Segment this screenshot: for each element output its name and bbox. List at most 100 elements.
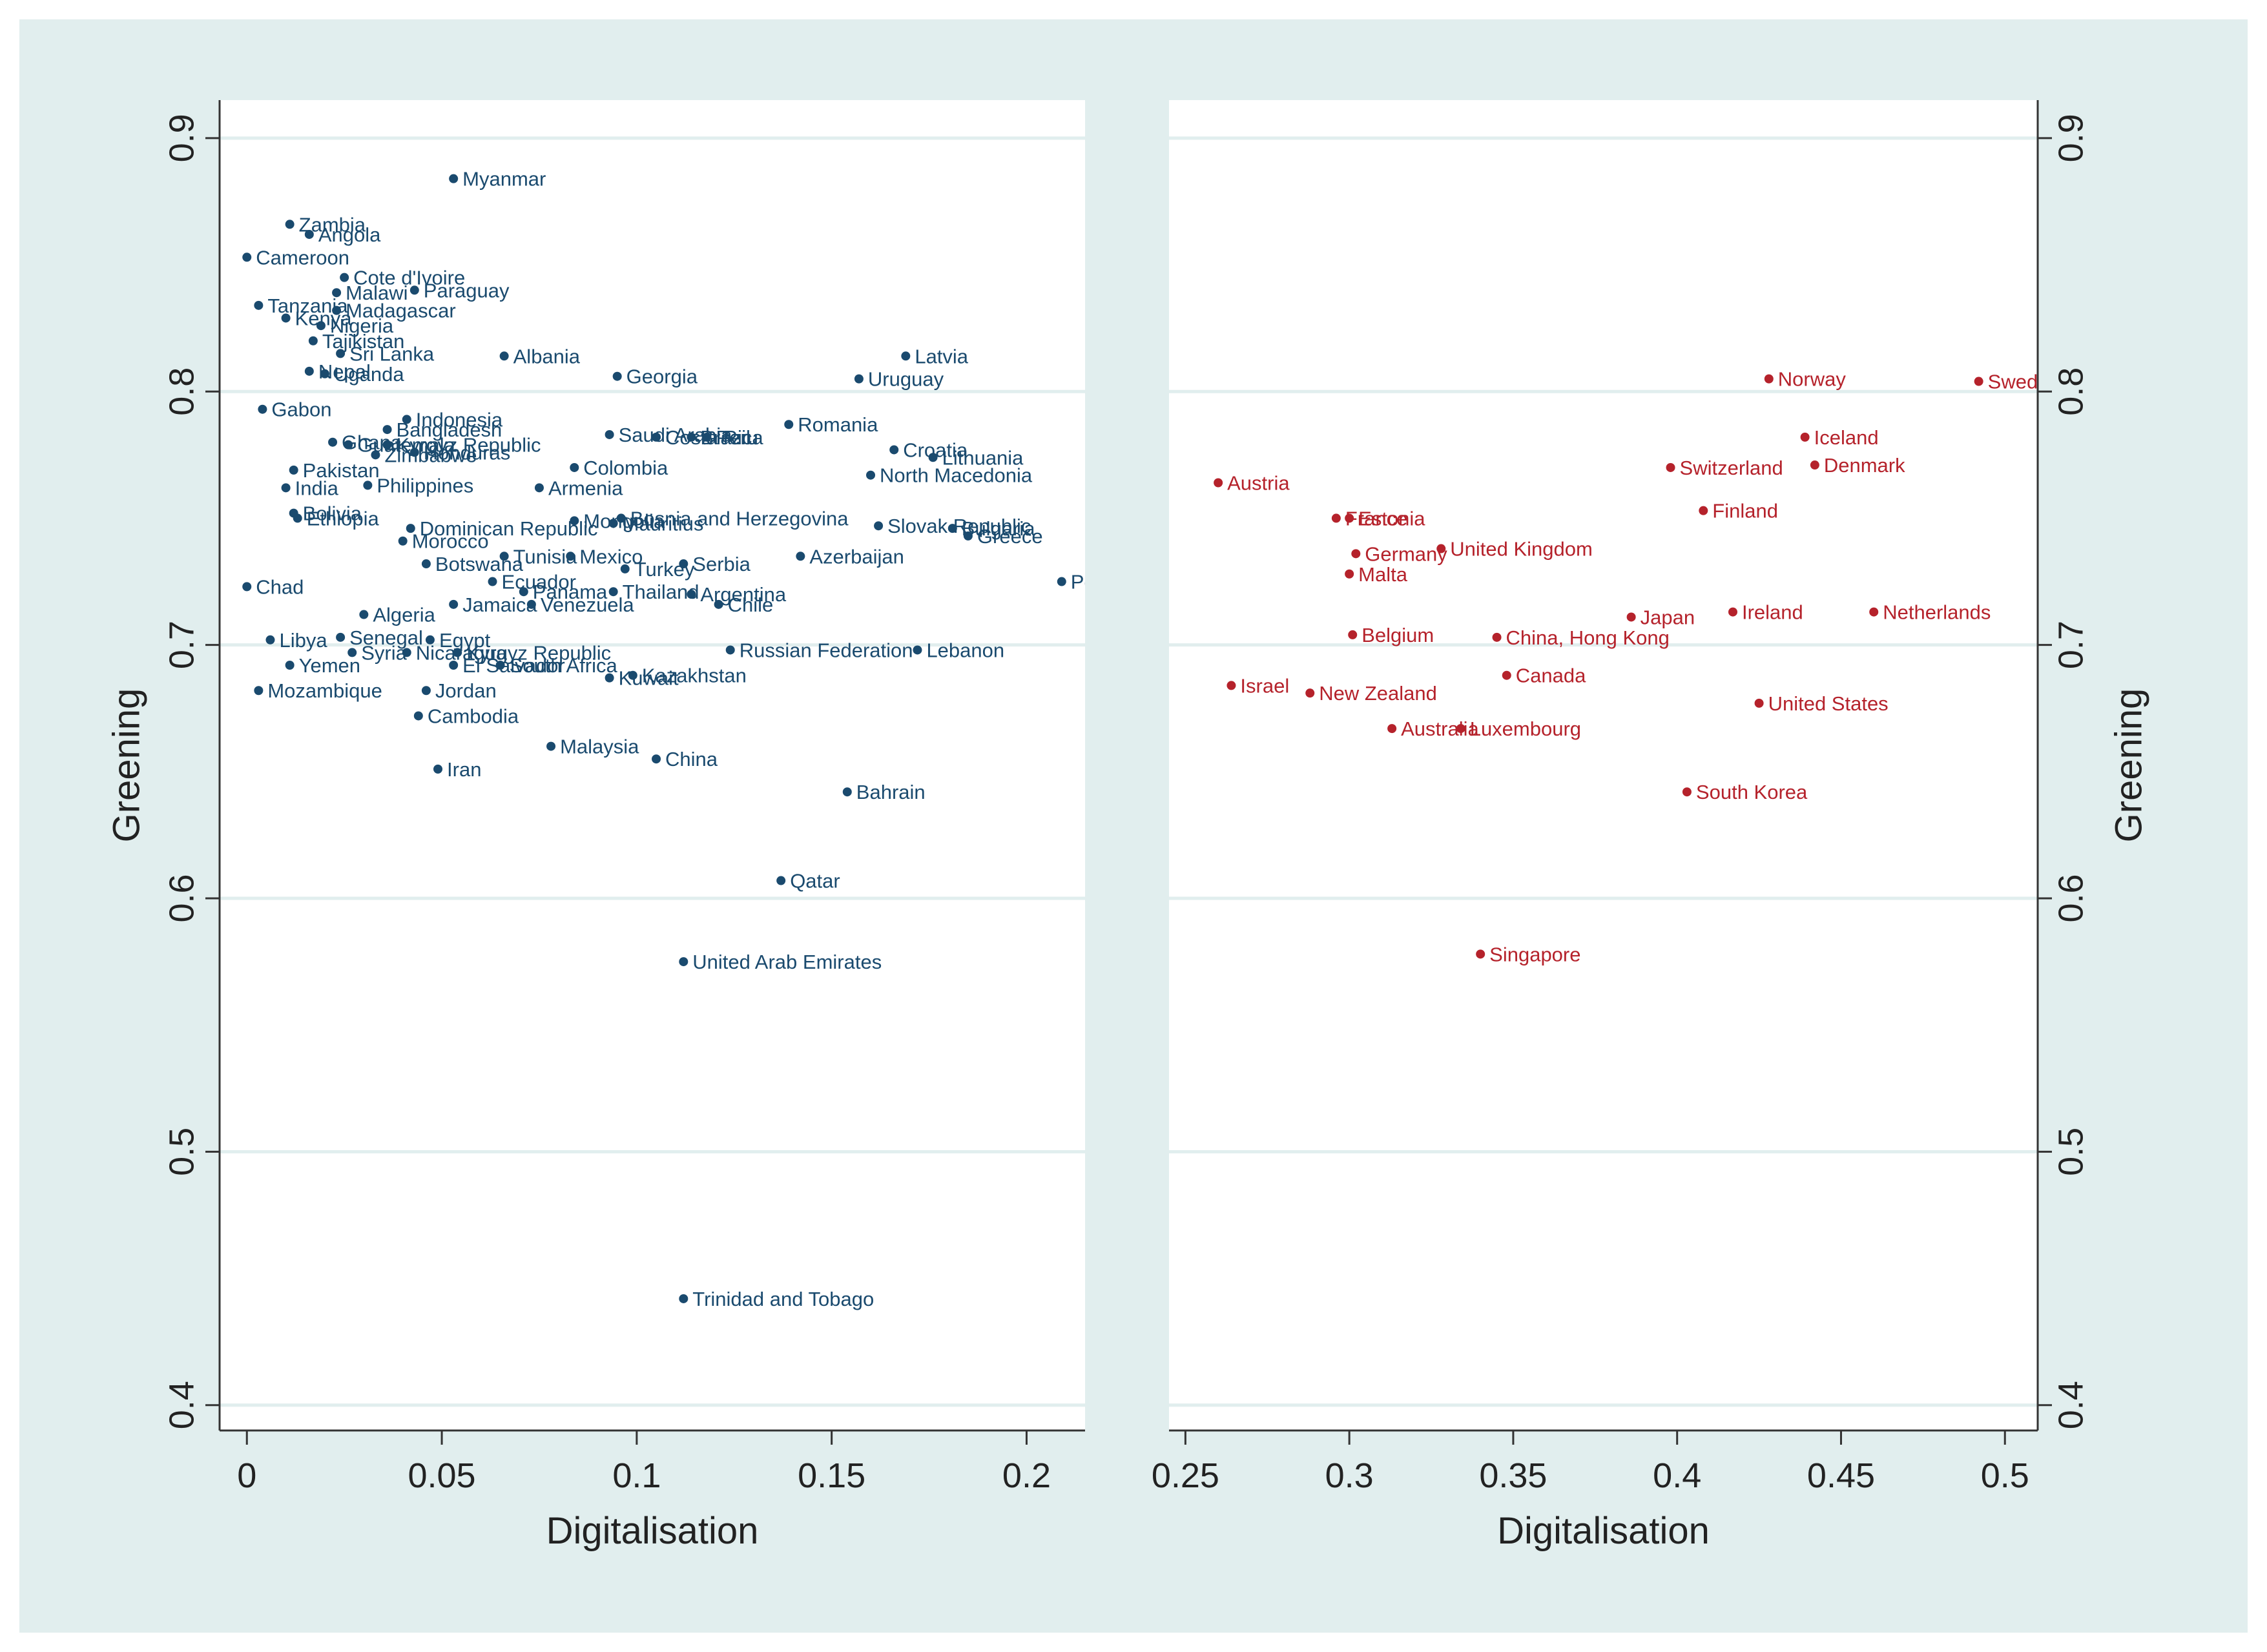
point-left-36 xyxy=(866,470,876,480)
point-left-37 xyxy=(281,483,291,493)
point-left-87 xyxy=(679,957,688,967)
point-right-14 xyxy=(1869,607,1879,617)
point-label-left-31: Honduras xyxy=(424,441,510,464)
point-label-left-33: Lithuania xyxy=(942,446,1024,469)
y-tick-label-right-4: 0.8 xyxy=(2051,367,2090,416)
point-label-left-72: Russian Federation xyxy=(740,639,913,661)
point-left-6 xyxy=(409,285,419,295)
point-label-left-22: Bangladesh xyxy=(397,418,502,441)
point-left-24 xyxy=(652,432,661,442)
point-left-9 xyxy=(281,313,291,323)
point-right-3 xyxy=(1666,462,1675,472)
point-label-left-85: Bahrain xyxy=(856,781,926,803)
point-label-left-69: Syria xyxy=(361,641,407,664)
point-left-28 xyxy=(344,440,353,449)
point-label-left-73: Lebanon xyxy=(926,639,1004,661)
point-left-25 xyxy=(687,432,696,442)
point-right-13 xyxy=(1728,607,1737,617)
point-left-42 xyxy=(616,513,626,523)
point-right-22 xyxy=(1456,724,1465,734)
point-label-right-12: Japan xyxy=(1641,606,1695,628)
point-label-left-19: Gabon xyxy=(271,398,331,421)
point-label-left-35: Pakistan xyxy=(303,459,380,482)
point-left-8 xyxy=(332,305,342,315)
point-label-left-36: North Macedonia xyxy=(880,464,1033,487)
point-label-left-3: Cameroon xyxy=(256,246,349,269)
x-tick-label-left-0: 0 xyxy=(237,1456,256,1495)
point-label-left-42: Bosnia and Herzegovina xyxy=(630,507,849,530)
point-left-30 xyxy=(371,450,380,460)
point-left-72 xyxy=(725,645,735,655)
point-left-70 xyxy=(402,648,411,657)
point-left-51 xyxy=(566,552,575,561)
point-right-17 xyxy=(1502,670,1511,680)
point-label-left-52: Azerbaijan xyxy=(809,545,904,568)
point-label-left-82: Malaysia xyxy=(560,736,639,758)
plot-area-right xyxy=(1169,100,2038,1430)
point-left-50 xyxy=(499,552,509,561)
plot-area-left xyxy=(220,100,1085,1430)
point-label-left-78: Kazakhstan xyxy=(642,665,747,687)
point-left-73 xyxy=(913,645,922,655)
point-label-left-16: Uganda xyxy=(334,363,404,386)
point-left-12 xyxy=(336,349,346,358)
point-left-20 xyxy=(402,415,411,424)
point-left-82 xyxy=(546,741,556,751)
point-label-left-46: Slovak Republic xyxy=(887,515,1031,537)
point-label-right-24: Singapore xyxy=(1489,943,1580,965)
point-label-right-4: Denmark xyxy=(1824,454,1905,477)
point-left-54 xyxy=(620,564,630,573)
point-right-9 xyxy=(1436,544,1446,553)
point-right-21 xyxy=(1387,724,1397,734)
point-left-63 xyxy=(526,599,536,609)
point-left-64 xyxy=(714,599,723,609)
point-left-5 xyxy=(332,288,342,298)
point-label-left-45: Dominican Republic xyxy=(420,517,598,540)
x-tick-label-left-4: 0.2 xyxy=(1002,1456,1051,1495)
point-label-left-51: Mexico xyxy=(579,545,643,568)
point-left-10 xyxy=(316,321,326,331)
point-left-47 xyxy=(947,524,957,533)
point-label-left-63: Venezuela xyxy=(541,594,635,616)
point-right-10 xyxy=(1351,549,1361,559)
point-label-left-4: Cote d'Ivoire xyxy=(353,267,465,289)
y-tick-label-left-5: 0.9 xyxy=(162,114,201,162)
point-left-71 xyxy=(453,648,462,657)
x-axis-title-left: Digitalisation xyxy=(546,1510,759,1552)
point-label-left-24: Costa Rica xyxy=(665,426,763,449)
point-label-left-83: China xyxy=(665,748,718,770)
point-label-left-48: Greece xyxy=(977,525,1043,548)
y-tick-label-left-0: 0.4 xyxy=(162,1381,201,1429)
point-left-13 xyxy=(499,351,509,361)
x-tick-label-left-1: 0.05 xyxy=(408,1456,475,1495)
point-label-left-30: Zimbabwe xyxy=(384,444,477,466)
point-label-right-18: Israel xyxy=(1240,674,1289,697)
point-left-33 xyxy=(928,453,938,462)
point-label-left-23: Saudi Arabia xyxy=(619,424,733,446)
point-label-left-76: South Africa xyxy=(510,654,618,677)
point-right-15 xyxy=(1348,630,1358,639)
point-label-left-44: Mauritius xyxy=(623,512,704,535)
point-label-left-59: Panama xyxy=(533,581,608,603)
point-label-left-47: Bulgaria xyxy=(962,517,1035,540)
point-label-right-23: South Korea xyxy=(1696,781,1808,803)
scatter-chart: 0.4 0.5 0.6 0.7 0.8 0.9 0 0.05 0.1 0.15 0.2 Digital… xyxy=(105,100,2149,1552)
point-left-2 xyxy=(304,229,314,239)
point-label-right-16: China, Hong Kong xyxy=(1506,626,1670,649)
point-label-left-80: Jordan xyxy=(435,679,497,702)
point-left-21 xyxy=(784,420,794,429)
point-label-left-26: Peru xyxy=(716,426,758,449)
point-left-61 xyxy=(687,590,696,599)
point-left-57 xyxy=(488,577,497,586)
point-right-8 xyxy=(1345,513,1354,523)
point-left-39 xyxy=(534,483,544,493)
point-left-74 xyxy=(285,661,295,670)
y-tick-label-left-2: 0.6 xyxy=(162,874,201,922)
point-label-left-43: Mongolia xyxy=(583,510,665,532)
point-label-right-15: Belgium xyxy=(1361,624,1434,646)
x-tick-label-right-1: 0.3 xyxy=(1325,1456,1374,1495)
point-left-58 xyxy=(242,582,252,592)
point-left-23 xyxy=(605,429,614,439)
point-left-81 xyxy=(413,711,423,721)
point-left-66 xyxy=(265,635,275,645)
